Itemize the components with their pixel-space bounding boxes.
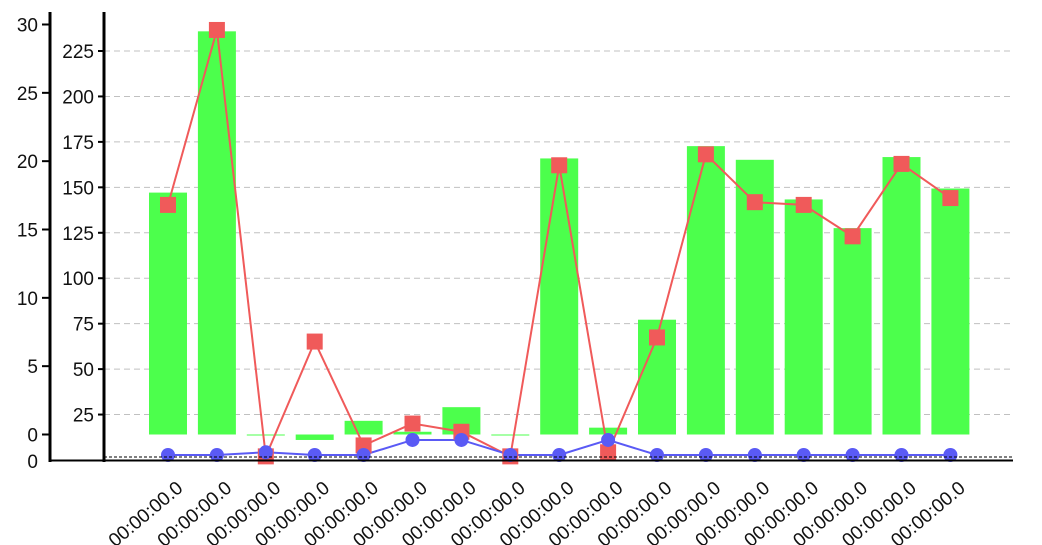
- circle-marker: [356, 448, 371, 462]
- square-marker: [942, 190, 959, 207]
- bar: [344, 420, 383, 435]
- square-marker: [306, 333, 323, 350]
- circle-marker: [307, 448, 322, 462]
- left-tick-label: 0: [27, 426, 38, 447]
- left-tick-label: 20: [17, 152, 38, 173]
- square-marker: [697, 146, 714, 163]
- left-tick-label: 30: [17, 16, 38, 37]
- bar: [149, 192, 187, 435]
- bar: [197, 31, 236, 435]
- right-tick-label: 150: [62, 178, 94, 199]
- circle-marker: [747, 448, 762, 462]
- square-marker: [160, 196, 176, 213]
- bar: [686, 146, 725, 435]
- bar: [931, 188, 970, 435]
- square-marker: [746, 194, 763, 211]
- bar: [589, 427, 628, 435]
- bar: [295, 434, 334, 440]
- circle-marker: [943, 448, 958, 462]
- square-marker: [893, 155, 910, 172]
- circle-marker: [405, 432, 420, 447]
- bottom-zero-label: 0: [27, 452, 38, 473]
- bar: [246, 434, 285, 436]
- right-tick-label: 50: [73, 360, 94, 381]
- right-tick-label: 75: [73, 315, 94, 336]
- circle-marker: [894, 448, 909, 462]
- square-marker: [795, 196, 812, 213]
- square-marker: [600, 444, 617, 461]
- bar: [540, 158, 579, 435]
- circle-marker: [258, 445, 273, 460]
- line-series: [160, 21, 959, 465]
- circle-marker: [650, 448, 664, 462]
- circle-marker: [601, 432, 616, 447]
- circle-marker: [845, 448, 860, 462]
- bar: [882, 157, 921, 435]
- left-tick-label: 25: [17, 84, 38, 105]
- square-marker: [844, 228, 861, 245]
- bar: [784, 199, 823, 435]
- right-tick-label: 175: [62, 133, 94, 154]
- right-tick-label: 25: [73, 406, 94, 427]
- right-tick-label: 200: [62, 87, 94, 108]
- circle-marker: [161, 448, 175, 462]
- square-marker: [208, 21, 225, 38]
- axes: 0 5 10 15 20 25 30 0 25 50 75 100 125 150 175 200 225: [17, 12, 1013, 473]
- left-tick-label: 10: [17, 289, 38, 310]
- circle-marker: [796, 448, 811, 462]
- bar-series: [149, 31, 970, 440]
- bar: [833, 228, 872, 435]
- circle-marker: [552, 448, 567, 462]
- bar: [491, 434, 530, 436]
- x-tick-labels: 00:00:00.000:00:00.000:00:00.000:00:00.0…: [105, 478, 970, 545]
- right-tick-label: 225: [62, 42, 94, 63]
- square-marker: [551, 157, 568, 174]
- circle-marker: [454, 432, 469, 447]
- left-tick-label: 5: [27, 357, 38, 378]
- square-marker: [404, 415, 421, 432]
- circle-marker: [209, 448, 224, 462]
- square-marker: [649, 329, 665, 346]
- right-tick-label: 125: [62, 224, 94, 245]
- circle-marker: [698, 448, 713, 462]
- left-tick-label: 15: [17, 221, 38, 242]
- right-tick-label: 100: [62, 269, 94, 290]
- circle-marker: [503, 448, 518, 462]
